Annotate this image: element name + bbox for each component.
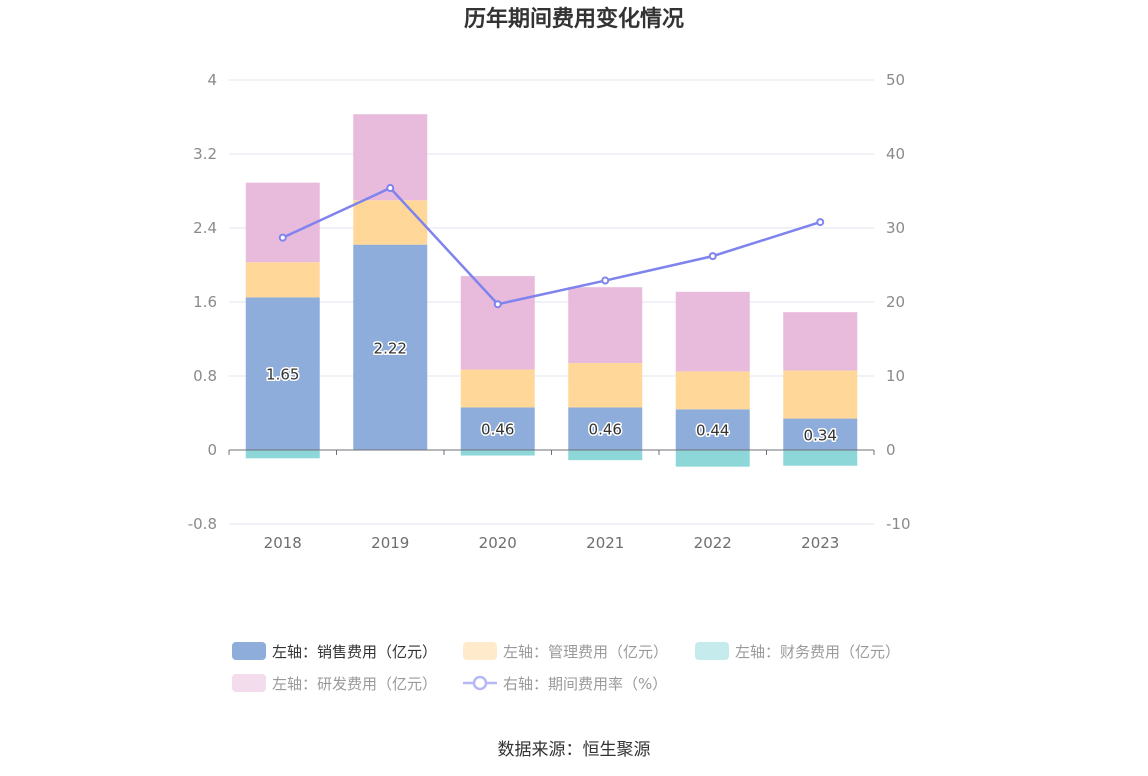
x-axis xyxy=(228,449,875,455)
bar-series xyxy=(245,114,858,467)
bar-sales-2020 xyxy=(460,407,535,450)
right-tick-label: 0 xyxy=(886,441,896,459)
left-tick-label: 0.8 xyxy=(193,367,217,385)
left-axis-ticks: 4 3.2 2.4 1.6 0.8 0 -0.8 xyxy=(188,71,217,533)
bar-finance-2020 xyxy=(460,450,535,456)
legend-swatch xyxy=(232,642,266,660)
bar-sales-2023 xyxy=(783,418,858,450)
legend-swatch-marker xyxy=(472,675,488,691)
bar-admin-2019 xyxy=(353,200,428,245)
x-tick-label: 2018 xyxy=(264,534,302,552)
bar-rnd-2023 xyxy=(783,312,858,371)
x-tick-label: 2019 xyxy=(371,534,409,552)
x-tick-label: 2022 xyxy=(694,534,732,552)
right-tick-label: 10 xyxy=(886,367,905,385)
bar-admin-2020 xyxy=(460,369,535,408)
legend-label: 左轴：销售费用（亿元） xyxy=(272,643,437,661)
left-tick-label: 0 xyxy=(207,441,217,459)
sales-value-label: 1.65 xyxy=(266,366,299,384)
rate-point-2023 xyxy=(816,218,825,227)
bar-finance-2021 xyxy=(568,450,643,461)
left-tick-label: -0.8 xyxy=(188,515,217,533)
legend-swatch xyxy=(463,642,497,660)
legend-label: 左轴：管理费用（亿元） xyxy=(503,643,668,661)
right-tick-label: 40 xyxy=(886,145,905,163)
bar-rnd-2018 xyxy=(245,182,320,263)
legend-label: 右轴：期间费用率（%） xyxy=(503,675,667,693)
sales-value-label: 0.46 xyxy=(589,421,622,439)
legend-swatch xyxy=(695,642,729,660)
bar-finance-2018 xyxy=(245,450,320,459)
legend-swatch xyxy=(232,674,266,692)
rate-point-2020 xyxy=(493,300,502,309)
legend: 左轴：销售费用（亿元） 左轴：管理费用（亿元） 左轴：财务费用（亿元） 左轴：研发费用… xyxy=(232,642,900,693)
right-tick-label: 50 xyxy=(886,71,905,89)
x-tick-label: 2020 xyxy=(479,534,517,552)
data-source: 数据来源：恒生聚源 xyxy=(498,740,651,760)
bar-sales-2019 xyxy=(353,244,428,450)
legend-item-rnd[interactable]: 左轴：研发费用（亿元） xyxy=(232,674,437,693)
bar-rnd-2021 xyxy=(568,287,643,364)
rate-line-path xyxy=(282,186,821,306)
right-tick-label: 20 xyxy=(886,293,905,311)
bar-rnd-2020 xyxy=(460,276,535,370)
left-tick-label: 4 xyxy=(207,71,217,89)
rate-point-2018 xyxy=(278,233,287,242)
bar-sales-2021 xyxy=(568,407,643,450)
sales-value-label: 0.34 xyxy=(804,426,837,444)
legend-item-sales[interactable]: 左轴：销售费用（亿元） xyxy=(232,642,437,661)
rate-point-2021 xyxy=(601,276,610,285)
chart-title: 历年期间费用变化情况 xyxy=(464,6,684,32)
x-axis-ticks: 2018 2019 2020 2021 2022 2023 xyxy=(264,534,840,552)
bar-admin-2023 xyxy=(783,370,858,419)
expense-rate-line xyxy=(278,184,825,309)
legend-item-rate[interactable]: 右轴：期间费用率（%） xyxy=(463,675,667,693)
bar-rnd-2022 xyxy=(675,291,750,372)
bar-admin-2018 xyxy=(245,262,320,298)
bar-admin-2021 xyxy=(568,363,643,408)
legend-label: 左轴：研发费用（亿元） xyxy=(272,675,437,693)
right-tick-label: 30 xyxy=(886,219,905,237)
right-tick-label: -10 xyxy=(886,515,911,533)
sales-value-label: 0.44 xyxy=(696,422,729,440)
rate-point-2019 xyxy=(386,184,395,193)
left-tick-label: 2.4 xyxy=(193,219,217,237)
legend-item-admin[interactable]: 左轴：管理费用（亿元） xyxy=(463,642,668,661)
sales-value-label: 0.46 xyxy=(481,421,514,439)
legend-label: 左轴：财务费用（亿元） xyxy=(735,643,900,661)
bar-sales-2022 xyxy=(675,409,750,450)
legend-item-finance[interactable]: 左轴：财务费用（亿元） xyxy=(695,642,900,661)
left-tick-label: 1.6 xyxy=(193,293,217,311)
bar-data-labels: 1.65 2.22 0.46 0.46 0.44 0.34 xyxy=(265,338,839,446)
x-tick-label: 2023 xyxy=(801,534,839,552)
bar-admin-2022 xyxy=(675,371,750,410)
sales-value-label: 2.22 xyxy=(374,339,407,357)
bar-finance-2022 xyxy=(675,450,750,467)
x-tick-label: 2021 xyxy=(586,534,624,552)
rate-point-2022 xyxy=(708,252,717,261)
bar-finance-2023 xyxy=(783,450,858,466)
left-tick-label: 3.2 xyxy=(193,145,217,163)
right-axis-ticks: 50 40 30 20 10 0 -10 xyxy=(886,71,911,533)
grid-lines xyxy=(229,79,874,525)
bar-sales-2018 xyxy=(245,297,320,450)
